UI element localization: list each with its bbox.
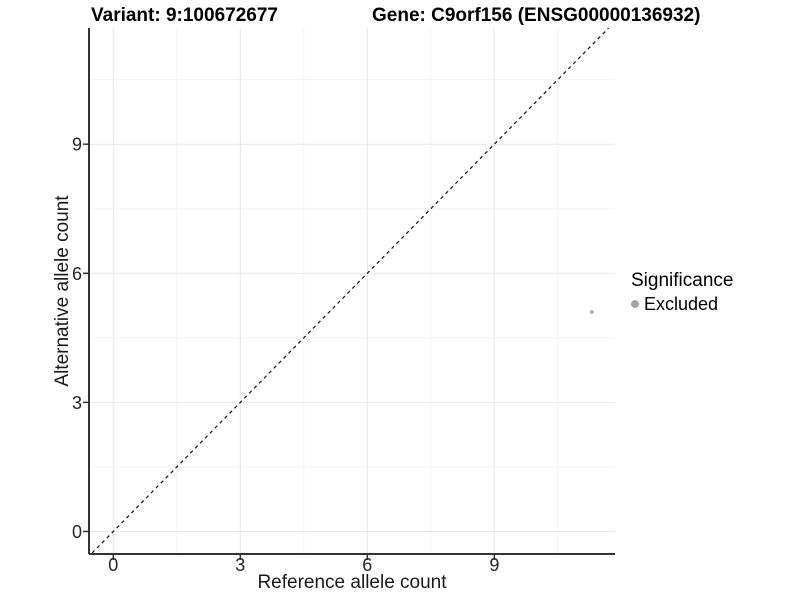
y-tick-label: 3	[72, 393, 82, 413]
plot-title-gene: Gene: C9orf156 (ENSG00000136932)	[372, 5, 701, 26]
x-tick-label: 0	[108, 555, 118, 575]
y-axis-title: Alternative allele count	[52, 195, 73, 387]
y-tick-label: 6	[72, 264, 82, 284]
identity-dashed-line	[91, 27, 610, 554]
y-tick-label: 9	[72, 135, 82, 155]
data-point-excluded	[589, 310, 594, 315]
legend: Significance Excluded	[631, 270, 733, 315]
x-tick-label: 9	[489, 555, 499, 575]
legend-title: Significance	[631, 270, 734, 291]
legend-item-label: Excluded	[644, 293, 719, 314]
y-tick-label: 0	[72, 522, 82, 542]
legend-item-excluded: Excluded	[631, 294, 733, 315]
plot-title-variant: Variant: 9:100672677	[91, 5, 278, 26]
legend-point-icon	[631, 300, 639, 309]
x-tick-label: 6	[362, 555, 372, 575]
x-axis-title: Reference allele count	[257, 572, 447, 593]
x-tick-label: 3	[235, 555, 245, 575]
